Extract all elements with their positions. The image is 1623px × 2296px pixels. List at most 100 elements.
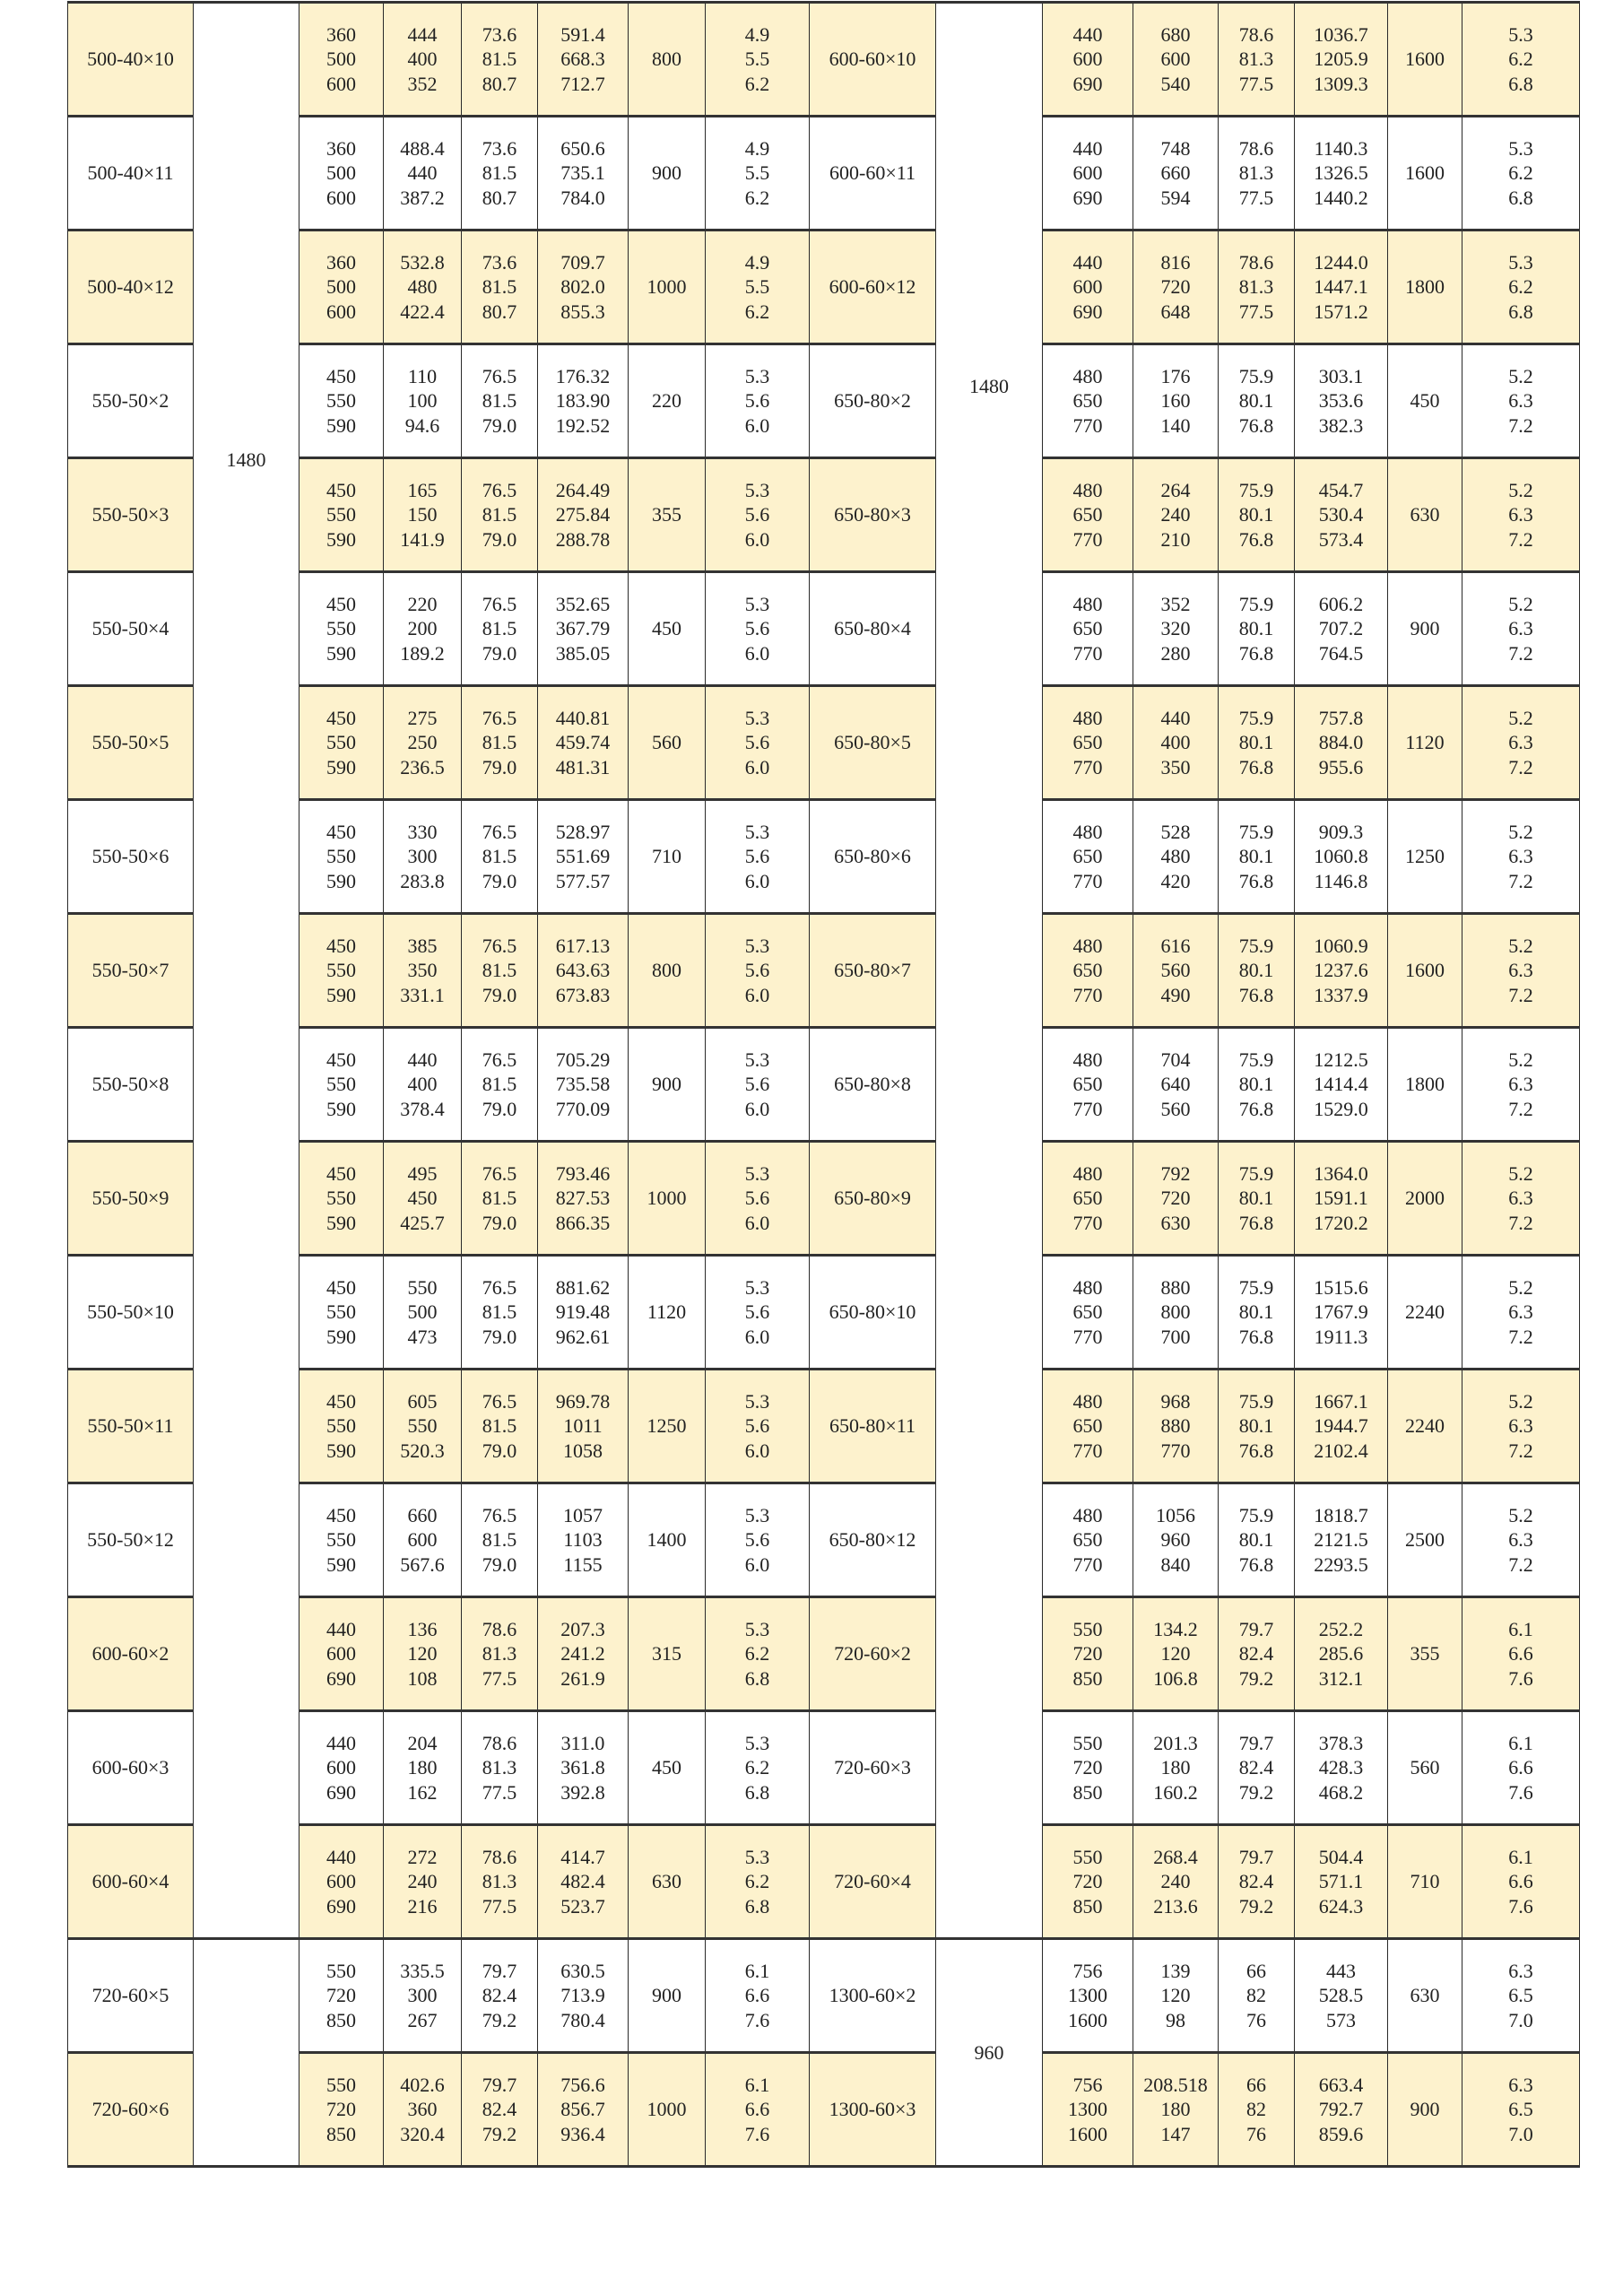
flow-right-value: 770: [1072, 641, 1103, 665]
model-right-value: 600-60×12: [829, 275, 916, 299]
shaft-power-right-value: 312.1: [1318, 1666, 1364, 1690]
efficiency-right: 66 82 76: [1218, 1937, 1295, 2054]
head-left-value: 440: [407, 1048, 438, 1071]
npsh-left-value: 5.5: [744, 275, 770, 299]
head-left-value: 136: [407, 1617, 438, 1640]
model-left: 550-50×6: [67, 798, 194, 915]
npsh-right: 6.3 6.5 7.0: [1462, 1937, 1580, 2054]
efficiency-right-value: 76.8: [1238, 983, 1274, 1006]
shaft-power-left-value: 275.84: [555, 503, 611, 526]
head-right-value: 320: [1160, 617, 1191, 640]
npsh-left: 4.9 5.5 6.2: [705, 115, 810, 231]
npsh-right-value: 7.2: [1508, 1211, 1533, 1234]
shaft-power-left-value: 528.97: [555, 820, 611, 843]
flow-right: 480 650 770: [1042, 684, 1133, 801]
head-right-value: 176: [1160, 364, 1191, 387]
head-right-value: 240: [1160, 503, 1191, 526]
npsh-left-value: 6.0: [744, 641, 770, 665]
flow-left-value: 600: [326, 1756, 356, 1779]
shaft-power-left-value: 311.0: [560, 1731, 605, 1754]
model-right: 650-80×11: [809, 1368, 936, 1484]
head-left: 136 120 108: [383, 1596, 462, 1712]
motor-power-right-value: 630: [1410, 503, 1440, 526]
npsh-right-value: 6.3: [1508, 1414, 1533, 1438]
flow-right: 440 600 690: [1042, 229, 1133, 345]
shaft-power-right: 1140.3 1326.5 1440.2: [1294, 115, 1388, 231]
head-right: 134.2 120 106.8: [1133, 1596, 1219, 1712]
shaft-power-left-value: 183.90: [555, 389, 611, 413]
shaft-power-right-value: 1140.3: [1314, 136, 1368, 160]
flow-left-value: 360: [326, 250, 356, 274]
flow-right-value: 480: [1072, 1275, 1103, 1299]
npsh-right: 5.2 6.3 7.2: [1462, 457, 1580, 573]
efficiency-left: 73.6 81.5 80.7: [461, 229, 538, 345]
shaft-power-right: 378.3 428.3 468.2: [1294, 1709, 1388, 1826]
flow-right-value: 756: [1072, 1959, 1103, 1982]
model-left-value: 550-50×9: [91, 1187, 169, 1210]
npsh-right-value: 6.1: [1508, 1617, 1533, 1640]
flow-left-value: 590: [326, 527, 356, 551]
flow-left: 450 550 590: [299, 457, 384, 573]
flow-left-value: 590: [326, 1325, 356, 1348]
shaft-power-left-value: 551.69: [555, 845, 611, 868]
shaft-power-left-value: 577.57: [555, 869, 611, 892]
head-right: 268.4 240 213.6: [1133, 1823, 1219, 1940]
efficiency-left: 76.5 81.5 79.0: [461, 684, 538, 801]
shaft-power-right-value: 443: [1326, 1959, 1356, 1982]
npsh-left-value: 5.6: [744, 959, 770, 982]
npsh-right-value: 5.2: [1508, 1503, 1533, 1526]
head-left-value: 100: [407, 389, 438, 413]
shaft-power-right-value: 382.3: [1318, 413, 1364, 437]
head-right: 880 800 700: [1133, 1254, 1219, 1370]
model-right-value: 650-80×3: [834, 503, 911, 526]
npsh-left: 5.3 5.6 6.0: [705, 457, 810, 573]
flow-right-value: 770: [1072, 1211, 1103, 1234]
head-left: 444 400 352: [383, 1, 462, 117]
head-right: 816 720 648: [1133, 229, 1219, 345]
npsh-left-value: 5.6: [744, 1528, 770, 1552]
shaft-power-right: 663.4 792.7 859.6: [1294, 2051, 1388, 2168]
model-left-value: 600-60×4: [91, 1870, 169, 1893]
shaft-power-left-value: 1058: [563, 1439, 603, 1462]
flow-left-value: 550: [326, 1414, 356, 1438]
flow-right-value: 770: [1072, 413, 1103, 437]
motor-power-right: 450: [1387, 343, 1462, 459]
model-left-value: 550-50×6: [91, 845, 169, 868]
shaft-power-right-value: 573: [1326, 2008, 1356, 2031]
head-right-value: 208.518: [1143, 2073, 1208, 2096]
model-right: 720-60×3: [809, 1709, 936, 1826]
motor-power-right-value: 355: [1410, 1642, 1440, 1665]
flow-right-value: 720: [1072, 1756, 1103, 1779]
efficiency-right-value: 79.2: [1238, 1780, 1274, 1804]
shaft-power-right-value: 252.2: [1318, 1617, 1364, 1640]
efficiency-left: 78.6 81.3 77.5: [461, 1823, 538, 1940]
npsh-right-value: 6.3: [1508, 845, 1533, 868]
npsh-right-value: 5.2: [1508, 1048, 1533, 1071]
flow-right-value: 770: [1072, 869, 1103, 892]
head-left-value: 120: [407, 1642, 438, 1665]
motor-power-right-value: 1600: [1405, 161, 1445, 185]
flow-left-value: 590: [326, 1097, 356, 1120]
head-left-value: 240: [407, 1870, 438, 1893]
shaft-power-left-value: 650.6: [560, 136, 605, 160]
head-right-value: 700: [1160, 1325, 1191, 1348]
efficiency-left: 73.6 81.5 80.7: [461, 1, 538, 117]
shaft-power-left-value: 735.58: [555, 1073, 611, 1096]
shaft-power-right-value: 1571.2: [1314, 300, 1368, 323]
npsh-left-value: 5.3: [744, 1845, 770, 1868]
shaft-power-right-value: 573.4: [1318, 527, 1364, 551]
efficiency-left: 78.6 81.3 77.5: [461, 1596, 538, 1712]
npsh-left-value: 5.6: [744, 731, 770, 754]
head-left-value: 150: [407, 503, 438, 526]
shaft-power-right-value: 530.4: [1318, 503, 1364, 526]
shaft-power-left-value: 481.31: [555, 755, 611, 778]
flow-right-value: 480: [1072, 364, 1103, 387]
model-right: 650-80×4: [809, 570, 936, 687]
efficiency-right: 79.7 82.4 79.2: [1218, 1596, 1295, 1712]
flow-left: 550 720 850: [299, 1937, 384, 2054]
npsh-right-value: 6.3: [1508, 1187, 1533, 1210]
efficiency-left: 76.5 81.5 79.0: [461, 912, 538, 1029]
shaft-power-left-value: 855.3: [560, 300, 605, 323]
efficiency-left-value: 81.5: [482, 731, 517, 754]
motor-power-right-value: 560: [1410, 1756, 1440, 1779]
